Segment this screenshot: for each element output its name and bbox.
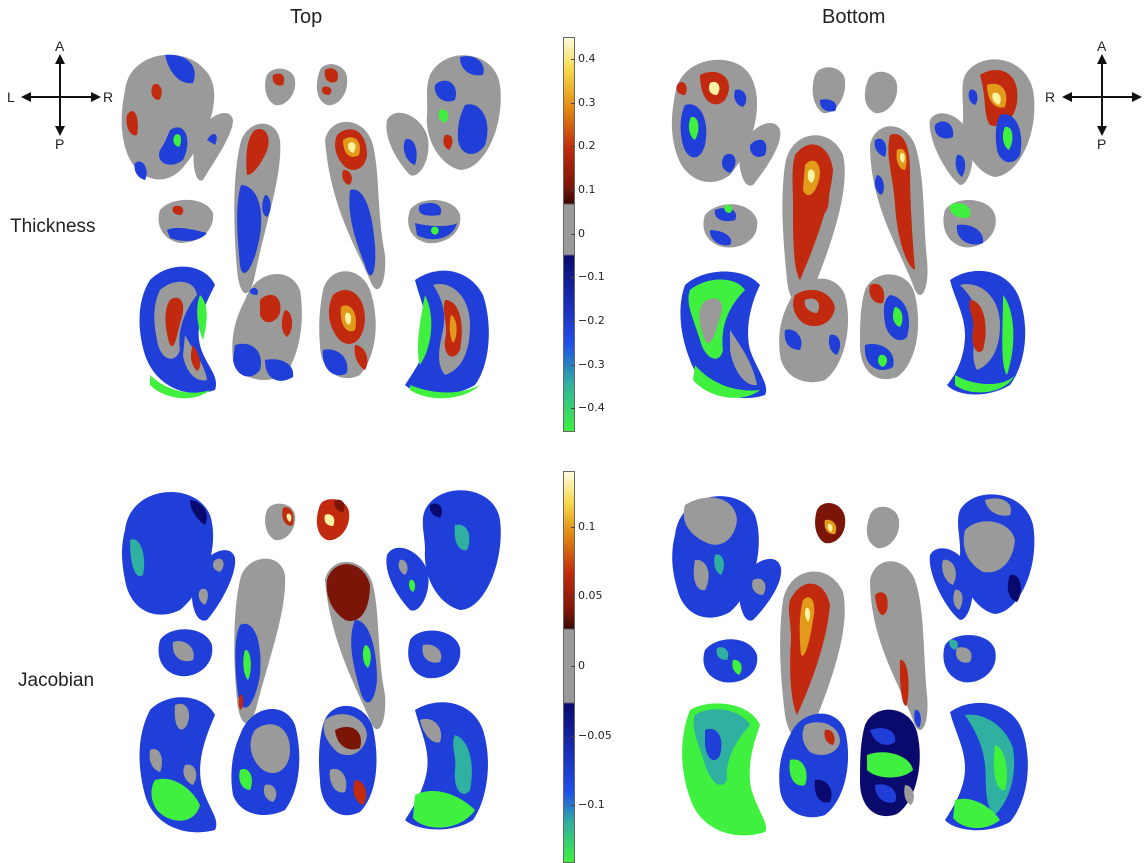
right-caudate-shape	[957, 494, 1035, 614]
right-small-top	[864, 71, 898, 114]
colorbar-thickness	[563, 37, 575, 432]
colorbar-jacobian	[563, 471, 575, 863]
right-caudate-shape	[426, 55, 501, 170]
right-hippocampus-shape	[945, 702, 1028, 831]
right-thalamus-shape	[860, 274, 919, 380]
colorbar-tick-label: −0.3	[578, 357, 605, 371]
compass-right: R	[103, 89, 114, 105]
left-thalamus-shape	[231, 708, 300, 815]
colorbar-tick-label: 0.05	[578, 589, 603, 603]
left-hippocampus-shape	[682, 703, 767, 836]
compass-anterior: A	[1097, 38, 1107, 54]
right-accumbens-shape	[408, 630, 461, 679]
colorbar-tick-mark	[571, 277, 575, 279]
left-small-top	[265, 68, 296, 106]
colorbar-tick-mark	[571, 102, 575, 104]
left-accumbens-shape	[158, 199, 214, 243]
right-accumbens-shape	[943, 634, 996, 683]
colorbar-tick-mark	[571, 364, 575, 366]
left-thalamus-shape	[779, 713, 849, 818]
right-hippocampus-shape	[405, 270, 489, 399]
colorbar-tick-label: 0.1	[578, 182, 596, 196]
colorbar-tick-label: −0.1	[578, 798, 605, 812]
left-hippocampus-shape	[139, 266, 217, 399]
left-putamen-shape	[782, 135, 845, 304]
left-caudate-shape	[672, 496, 759, 618]
left-accumbens-shape	[158, 629, 213, 677]
left-putamen-shape	[780, 571, 845, 739]
row-label-jacobian: Jacobian	[18, 670, 95, 691]
colorbar-tick-label: −0.4	[578, 401, 605, 415]
colorbar-tick-label: −0.2	[578, 313, 605, 327]
header-bottom: Bottom	[822, 6, 886, 28]
colorbar-tick-mark	[571, 805, 575, 807]
thickness-bottom-panel	[671, 59, 1035, 399]
compass-posterior: P	[1097, 136, 1107, 152]
right-thalamus-shape	[319, 705, 377, 816]
right-caudate-shape	[422, 490, 501, 610]
right-thalamus-shape	[319, 271, 376, 379]
right-putamen-shape	[870, 561, 928, 730]
colorbar-tick-label: 0	[578, 226, 585, 240]
compass-left: R	[1045, 89, 1056, 105]
colorbar-tick-label: −0.05	[578, 728, 612, 742]
orientation-compass-left: A P L R	[5, 38, 125, 152]
right-caudate-shape	[962, 59, 1035, 177]
left-thalamus-shape	[779, 278, 849, 383]
colorbar-tick-label: −0.1	[578, 270, 605, 284]
right-putamen-shape	[325, 121, 386, 290]
colorbar-tick-label: 0.2	[578, 139, 596, 153]
right-small-top	[316, 64, 348, 106]
colorbar-tick-mark	[571, 735, 575, 737]
colorbar-tick-label: 0.3	[578, 95, 596, 109]
left-putamen-shape	[234, 123, 281, 294]
left-hippocampus-shape	[139, 697, 217, 833]
right-hippocampus-shape	[947, 270, 1026, 395]
colorbar-tick-label: 0.4	[578, 51, 596, 65]
compass-anterior: A	[55, 38, 65, 54]
right-hippocampus-shape	[405, 702, 488, 830]
header-top: Top	[290, 6, 323, 28]
compass-left: L	[7, 89, 15, 105]
jacobian-bottom-panel	[672, 494, 1035, 836]
orientation-compass-right: A P R L	[1040, 38, 1145, 152]
left-accumbens-shape	[703, 204, 758, 248]
colorbar-tick-mark	[571, 596, 575, 598]
colorbar-tick-mark	[571, 233, 575, 235]
right-small-top	[866, 506, 900, 549]
jacobian-top-panel	[122, 490, 501, 833]
left-accumbens-shape	[703, 639, 758, 683]
left-thalamus-shape	[232, 273, 302, 381]
right-putamen-shape	[325, 561, 386, 730]
left-caudate-shape	[122, 492, 214, 615]
colorbar-tick-mark	[571, 666, 575, 667]
right-thalamus-shape	[860, 709, 920, 817]
right-putamen-shape	[870, 126, 928, 295]
right-accumbens-shape	[408, 199, 461, 244]
colorbar-tick-mark	[571, 526, 575, 528]
compass-arrows-icon	[1062, 54, 1142, 136]
left-hippocampus-shape	[680, 271, 767, 399]
colorbar-tick-mark	[571, 189, 575, 191]
thickness-top-panel	[121, 54, 501, 399]
row-label-thickness: Thickness	[10, 216, 96, 237]
colorbar-tick-mark	[571, 146, 575, 148]
left-putamen-shape	[234, 558, 286, 724]
colorbar-tick-mark	[571, 320, 575, 322]
right-small-structure	[386, 547, 429, 611]
left-caudate-shape	[121, 54, 215, 180]
colorbar-tick-label: 0	[578, 659, 585, 672]
colorbar-tick-label: 0.1	[578, 519, 596, 533]
colorbar-tick-mark	[571, 58, 575, 60]
colorbar-tick-mark	[571, 408, 575, 410]
left-caudate-shape	[671, 59, 758, 183]
compass-arrows-icon	[21, 54, 101, 136]
compass-posterior: P	[55, 136, 65, 152]
right-accumbens-shape	[943, 199, 996, 248]
left-small-structure	[193, 112, 233, 181]
